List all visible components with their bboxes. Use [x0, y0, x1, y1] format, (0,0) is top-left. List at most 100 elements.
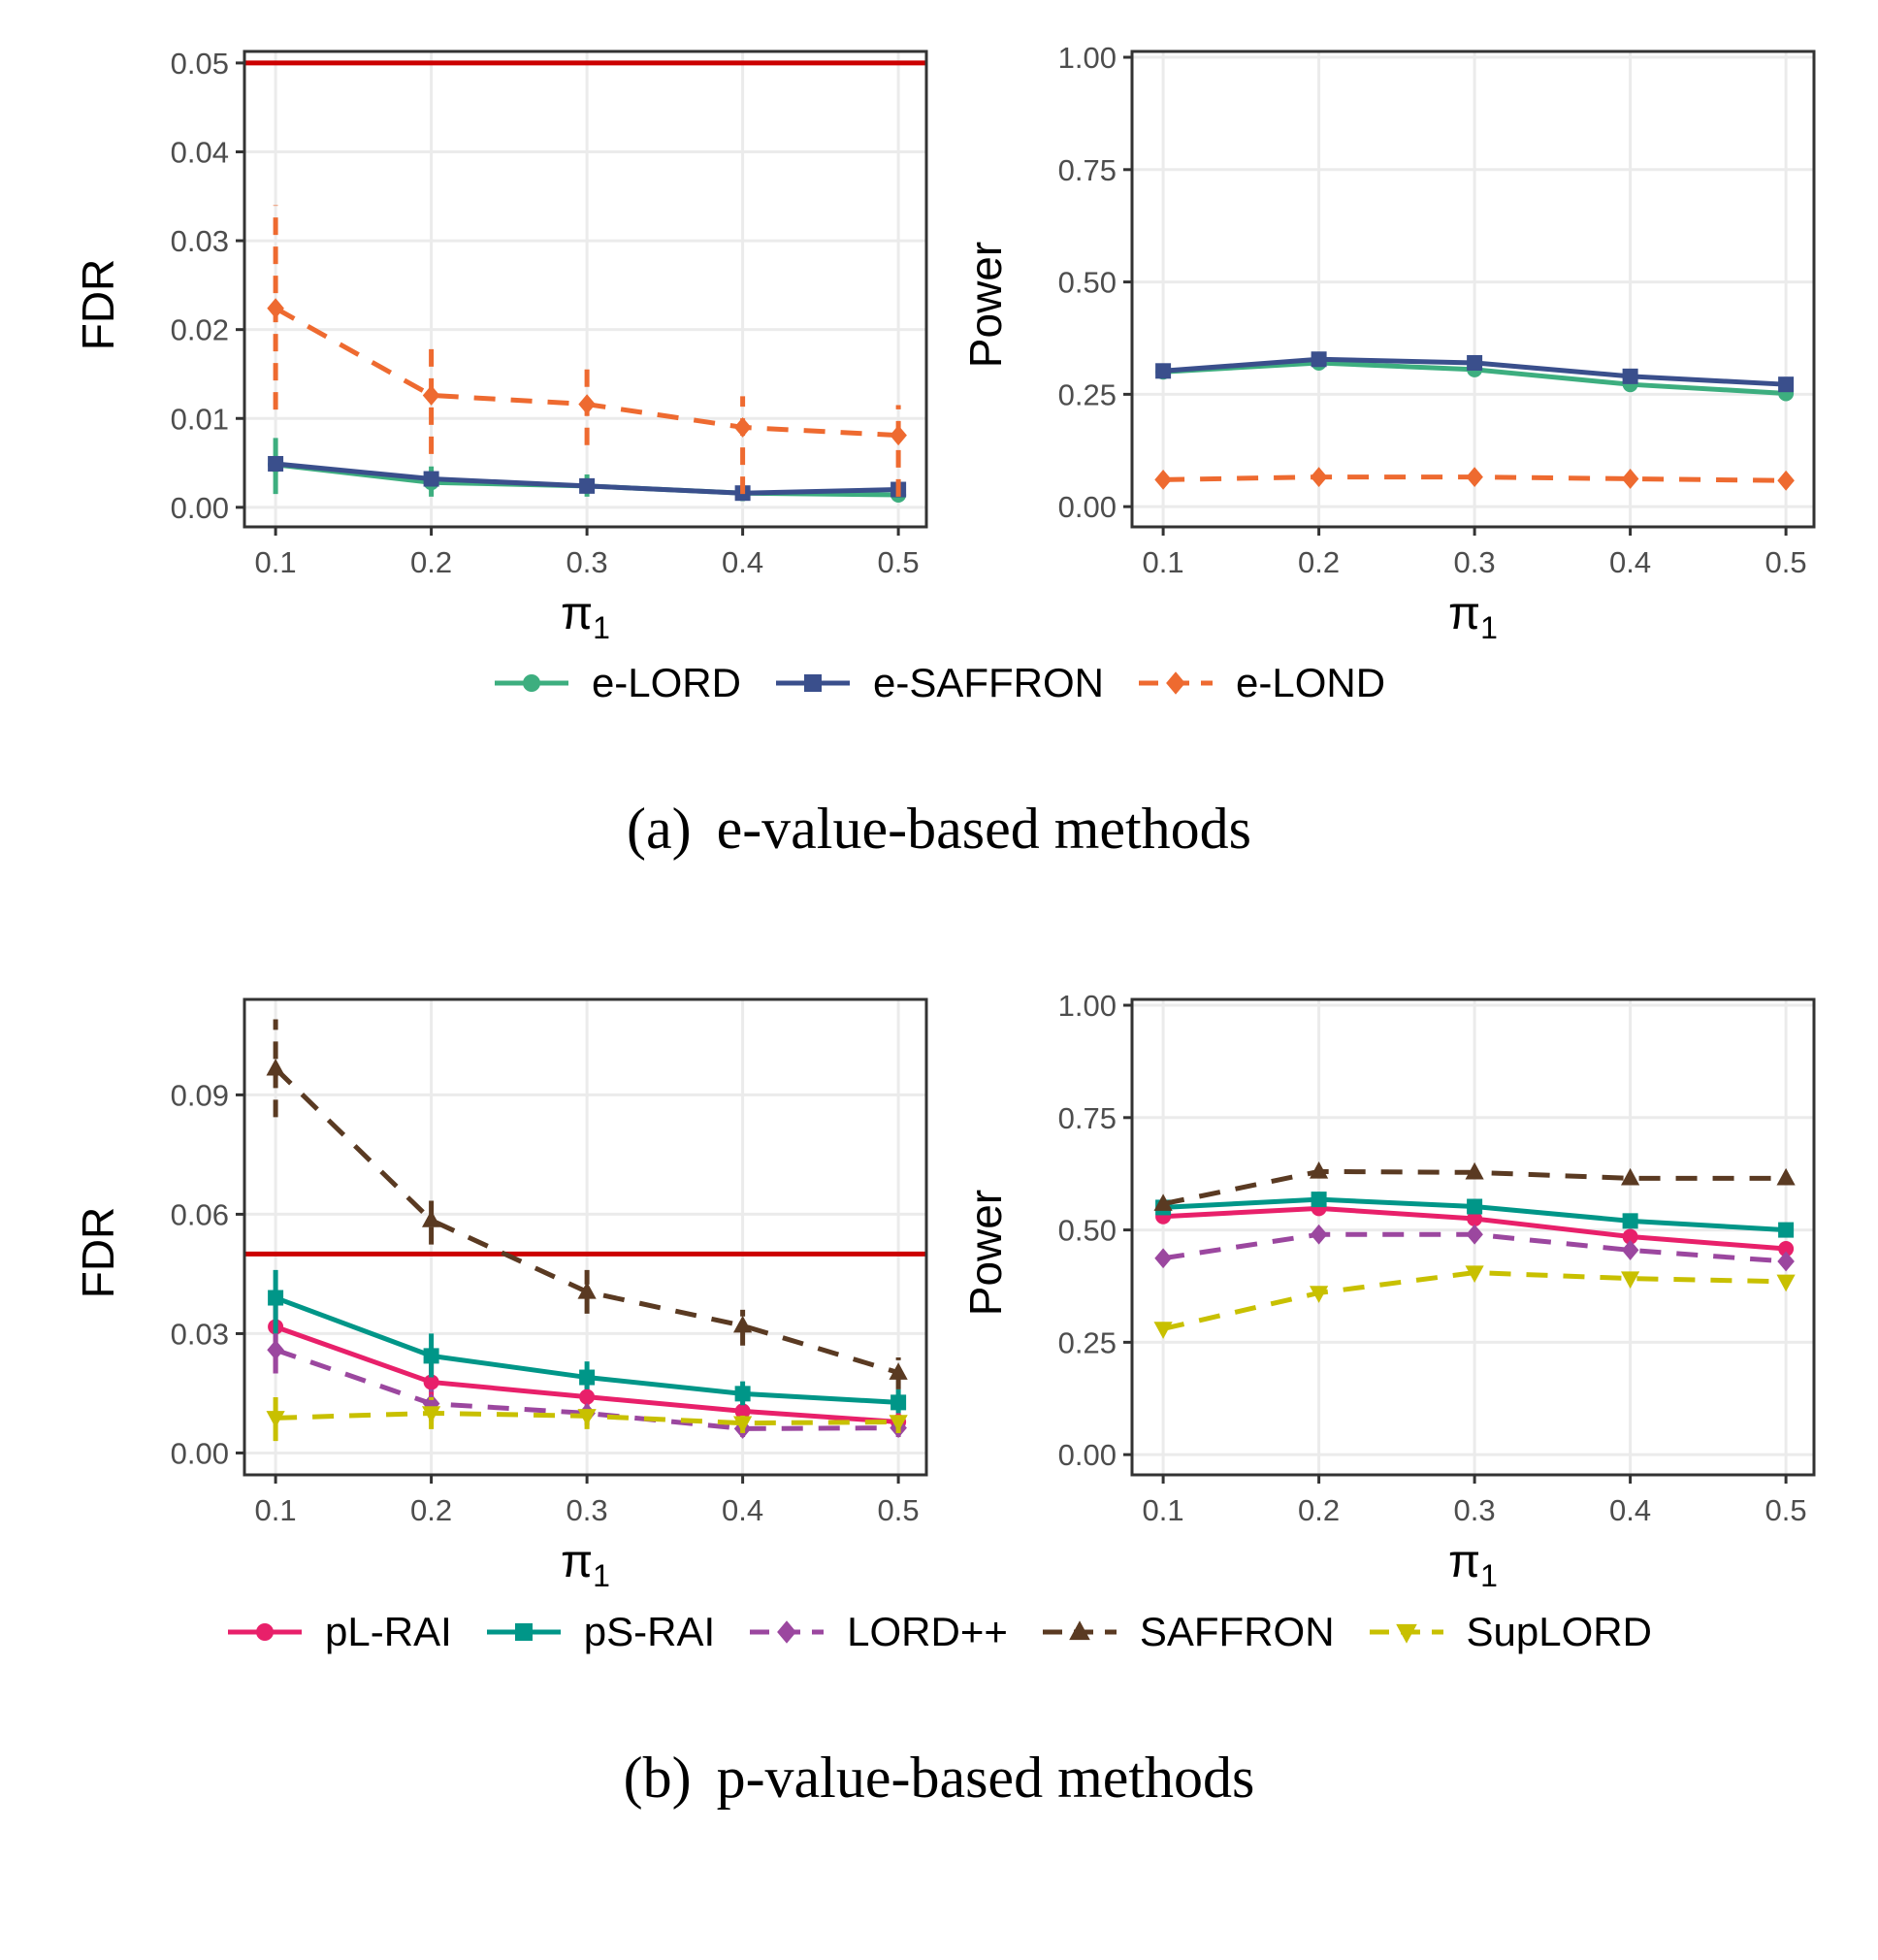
- data-point: [1153, 1322, 1173, 1339]
- x-tick-label: 0.2: [410, 545, 452, 579]
- data-point: [1621, 469, 1639, 489]
- series-e-SAFFRON: [1155, 351, 1795, 393]
- y-axis-label: FDR: [73, 1207, 123, 1299]
- legend-label: pS-RAI: [583, 1609, 716, 1654]
- y-tick-label: 0.05: [171, 47, 229, 81]
- x-tick-label: 0.5: [1765, 545, 1807, 579]
- x-axis-label-subscript: 1: [1480, 1558, 1498, 1593]
- legend-item: e-SAFFRON: [774, 660, 1104, 706]
- y-tick-label: 0.06: [171, 1197, 229, 1231]
- y-tick-label: 0.00: [171, 1436, 229, 1470]
- data-point: [1466, 467, 1483, 487]
- caption-a: (a) e-value-based methods: [0, 796, 1878, 863]
- legend-label: e-LOND: [1236, 660, 1386, 705]
- data-point: [1310, 467, 1328, 487]
- data-point: [268, 1290, 284, 1306]
- data-point: [733, 1315, 753, 1333]
- legend-label: e-LORD: [591, 660, 741, 705]
- legend-label: SupLORD: [1466, 1609, 1652, 1654]
- y-tick-label: 0.50: [1058, 266, 1117, 300]
- y-tick-label: 0.09: [171, 1078, 229, 1112]
- x-tick-label: 0.5: [878, 545, 920, 579]
- panel-b-fdr: 0.00 0.03 0.06 0.09 0.1 0.2 0.3 0.4 0.5 FDR π1: [73, 997, 928, 1593]
- plot-border: [243, 49, 928, 529]
- data-point: [889, 1362, 908, 1380]
- x-tick-label: 0.3: [1454, 1493, 1496, 1527]
- caption-b-text: p-value-based methods: [716, 1746, 1255, 1810]
- series-SupLORD: [266, 1397, 908, 1442]
- legend-a: e-LORD e-SAFFRON e-LOND: [0, 660, 1878, 706]
- panel-a-fdr: 0.00 0.01 0.02 0.03 0.04 0.05 0.1 0.2 0.3 0.4 0.5 F…: [73, 47, 928, 645]
- series-pS-RAI: [268, 1269, 907, 1414]
- legend-label: LORD++: [847, 1609, 1008, 1654]
- y-tick-label: 0.02: [171, 313, 229, 347]
- data-point: [1778, 1222, 1795, 1238]
- caption-b: (b) p-value-based methods: [0, 1745, 1878, 1812]
- y-tick-label: 0.03: [171, 224, 229, 258]
- data-point: [1622, 1213, 1638, 1229]
- data-point: [1467, 354, 1483, 371]
- data-point: [1467, 1198, 1483, 1215]
- data-point: [577, 1409, 597, 1426]
- data-point: [579, 1388, 596, 1405]
- y-tick-label: 0.75: [1058, 153, 1117, 187]
- legend-key: [775, 674, 850, 692]
- legend-key: [228, 1623, 303, 1641]
- data-point: [1778, 1241, 1795, 1258]
- x-tick-label: 0.5: [1765, 1493, 1807, 1527]
- y-tick-label: 0.50: [1058, 1214, 1117, 1248]
- legend-marker: [256, 1623, 275, 1641]
- legend-marker: [777, 1620, 797, 1644]
- x-axis-label-subscript: 1: [593, 1558, 610, 1593]
- data-point: [422, 385, 440, 406]
- data-point: [423, 1374, 439, 1390]
- y-tick-label: 0.25: [1058, 377, 1117, 411]
- series-e-LOND: [1154, 467, 1795, 491]
- data-point: [1310, 1286, 1329, 1303]
- x-tick-label: 0.3: [567, 545, 608, 579]
- data-point: [1154, 469, 1172, 490]
- legend-label: e-SAFFRON: [872, 660, 1104, 705]
- caption-a-label: (a): [626, 797, 692, 861]
- x-tick-label: 0.4: [1609, 545, 1651, 579]
- data-point: [733, 417, 752, 438]
- x-tick-label: 0.1: [1143, 545, 1184, 579]
- legend-item: SupLORD: [1368, 1609, 1652, 1655]
- x-tick-label: 0.4: [722, 1493, 763, 1527]
- series-SAFFRON: [266, 1019, 908, 1389]
- x-axis-label: π1: [561, 588, 610, 645]
- data-point: [1311, 351, 1327, 368]
- legend-marker: [1395, 1623, 1417, 1644]
- y-tick-label: 0.04: [171, 135, 229, 169]
- legend-marker: [1166, 671, 1185, 695]
- legend-label: pL-RAI: [325, 1609, 452, 1654]
- x-tick-label: 0.2: [1298, 545, 1340, 579]
- plot-border: [243, 997, 928, 1477]
- series-line: [275, 1347, 899, 1431]
- legend-marker: [803, 674, 822, 692]
- legend-item: e-LOND: [1137, 660, 1385, 706]
- data-point: [1311, 1192, 1327, 1208]
- data-point: [266, 1058, 285, 1076]
- caption-a-text: e-value-based methods: [716, 797, 1252, 861]
- data-point: [422, 1406, 441, 1423]
- legend-key: [1042, 1620, 1117, 1641]
- data-point: [266, 1411, 285, 1428]
- legend-key: [494, 674, 568, 692]
- legend-item: e-LORD: [493, 660, 741, 706]
- legend-item: SAFFRON: [1041, 1609, 1335, 1655]
- panel-b-power: 0.00 0.25 0.50 0.75 1.00 0.1 0.2 0.3 0.4 0.5 Power…: [960, 989, 1816, 1593]
- data-point: [889, 1415, 908, 1432]
- data-point: [1154, 1248, 1172, 1269]
- x-tick-label: 0.5: [878, 1493, 920, 1527]
- x-tick-label: 0.3: [1454, 545, 1496, 579]
- plot-border: [1130, 997, 1816, 1477]
- x-tick-label: 0.3: [567, 1493, 608, 1527]
- data-point: [1621, 1271, 1640, 1290]
- series-pS-RAI: [1155, 1192, 1795, 1238]
- legend-key: [750, 1620, 825, 1644]
- data-point: [890, 425, 907, 446]
- x-axis-label: π1: [1448, 1536, 1498, 1593]
